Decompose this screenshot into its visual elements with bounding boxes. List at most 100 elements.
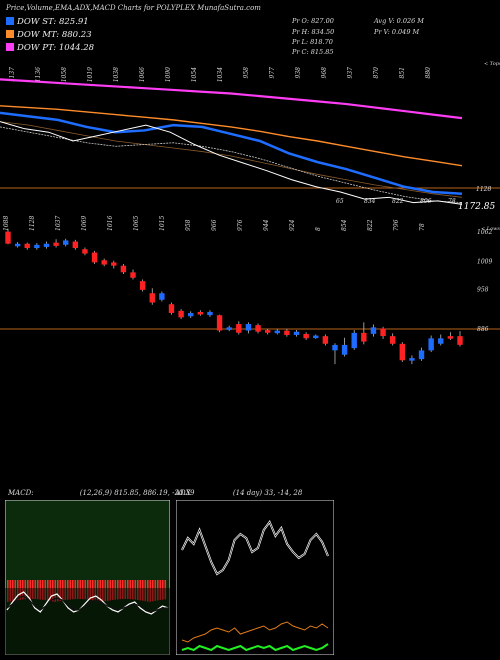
- candle-body: [43, 243, 50, 247]
- price-y-label: 958: [477, 286, 489, 293]
- macd-histogram-bar: [59, 580, 62, 601]
- macd-histogram-bar: [29, 580, 32, 600]
- candle-body: [139, 281, 146, 290]
- macd-histogram-bar: [104, 580, 107, 602]
- candle-body: [303, 333, 309, 339]
- chart-title: Price,Volume,EMA,ADX,MACD Charts for POL…: [6, 4, 261, 12]
- price-y-label: 1062: [477, 229, 492, 236]
- macd-histogram-bar: [152, 580, 154, 602]
- candle-body: [72, 241, 79, 249]
- macd-histogram-bar: [154, 580, 157, 601]
- price-top-tick: 822: [367, 219, 374, 231]
- main-chart: 1137 1136 1058 1019 1038 1066 1090 1054 1034 958 9…: [0, 61, 500, 365]
- ema-top-tick: 1034: [217, 67, 224, 82]
- candle-body: [313, 335, 319, 339]
- macd-histogram-bar: [37, 580, 39, 600]
- macd-histogram-bar: [127, 580, 129, 600]
- ema-top-tick: 1136: [35, 67, 42, 82]
- ema-top-tick: 1019: [87, 67, 94, 82]
- ema-line-dow-mt: [0, 105, 463, 167]
- candle-body: [111, 262, 117, 266]
- price-top-tick: 1016: [107, 216, 114, 231]
- macd-histogram-bar: [164, 580, 167, 600]
- ema-top-tick: 968: [321, 67, 328, 79]
- macd-histogram-bar: [129, 580, 132, 600]
- candle-body: [361, 332, 367, 342]
- macd-histogram-bar: [34, 580, 37, 600]
- stat-avg-volume: Avg V: 0.026 M: [374, 17, 424, 25]
- macd-histogram-bar: [112, 580, 114, 601]
- macd-histogram-bar: [119, 580, 122, 600]
- price-top-tick: 1037: [55, 216, 62, 231]
- stat-pr-close: Pr C: 815.85: [292, 48, 334, 56]
- macd-histogram-bar: [147, 580, 149, 602]
- price-right-label: < Lows: [481, 226, 500, 232]
- stat-pr-low: Pr L: 818.70: [292, 38, 333, 46]
- stat-pr-high: Pr H: 834.50: [292, 28, 335, 36]
- macd-histogram-bar: [77, 580, 79, 600]
- macd-histogram-bar: [102, 580, 104, 602]
- candle-body: [293, 331, 300, 335]
- price-y-label: 886: [477, 326, 489, 333]
- candle-body: [168, 304, 175, 313]
- price-panel: 1088 1128 1037 1069 1016 1065 1015 958 966 976 944…: [0, 216, 500, 365]
- ema-top-tick: 1137: [9, 67, 16, 82]
- price-top-tick: 1015: [159, 216, 166, 231]
- candle-body: [370, 327, 377, 334]
- candle-body: [341, 344, 348, 355]
- candle-body: [149, 293, 155, 303]
- adx-minus-di-line: [181, 621, 329, 643]
- macd-histogram-bar: [19, 580, 22, 600]
- candle-body: [14, 243, 21, 247]
- candle-body: [130, 272, 136, 278]
- macd-histogram-bar: [99, 580, 102, 602]
- macd-histogram-bar: [27, 580, 29, 600]
- macd-chart: [5, 500, 170, 655]
- candle-body: [207, 311, 213, 316]
- macd-histogram-bar: [7, 580, 9, 602]
- candle-body: [274, 330, 280, 334]
- candle-body: [226, 327, 232, 330]
- stat-pr-volume: Pr V: 0.049 M: [374, 28, 420, 36]
- candle-body: [63, 240, 69, 245]
- candle-body: [82, 249, 88, 254]
- macd-histogram-bar: [64, 580, 67, 601]
- macd-histogram-bar: [132, 580, 134, 600]
- price-top-tick: 1088: [3, 216, 10, 231]
- ema-bottom-tick: 78: [448, 198, 456, 205]
- legend-dow-pt: DOW PT: 1044.28: [6, 43, 94, 53]
- macd-histogram-bar: [44, 580, 47, 601]
- macd-histogram-bar: [107, 580, 109, 601]
- price-top-tick: 1065: [133, 216, 140, 231]
- candle-body: [399, 343, 405, 361]
- candle-body: [438, 338, 444, 344]
- ema-top-tick: 870: [373, 67, 380, 79]
- macd-histogram-bar: [137, 580, 139, 600]
- legend-swatch-mt: [6, 30, 14, 38]
- candle-body: [216, 315, 223, 331]
- macd-histogram-bar: [117, 580, 119, 600]
- ema-top-tick: 1054: [191, 67, 198, 82]
- macd-histogram-bar: [139, 580, 142, 601]
- macd-histogram-bar: [92, 580, 94, 601]
- macd-histogram-bar: [67, 580, 69, 600]
- legend-dow-st: DOW ST: 825.91: [6, 17, 89, 27]
- macd-histogram-bar: [87, 580, 89, 600]
- ema-top-tick: 937: [347, 67, 354, 79]
- ema-line-dow-st: [0, 111, 463, 196]
- stat-pr-open: Pr O: 827.00: [292, 17, 334, 25]
- ema-extra-line: [0, 126, 463, 203]
- candle-body: [245, 324, 252, 331]
- candle-body: [447, 336, 454, 339]
- macd-histogram-bar: [84, 580, 87, 600]
- ema-level-label: 1128: [476, 186, 491, 193]
- adx-chart: [176, 500, 334, 655]
- candle-body: [53, 242, 59, 246]
- candle-body: [159, 293, 165, 300]
- macd-histogram-bar: [114, 580, 117, 600]
- candle-body: [284, 330, 290, 335]
- ema-extra-line: [0, 121, 463, 198]
- ema-panel: 1137 1136 1058 1019 1038 1066 1090 1054 1034 958 9…: [0, 61, 500, 212]
- candle-body: [380, 328, 386, 337]
- macd-shade: [5, 588, 170, 655]
